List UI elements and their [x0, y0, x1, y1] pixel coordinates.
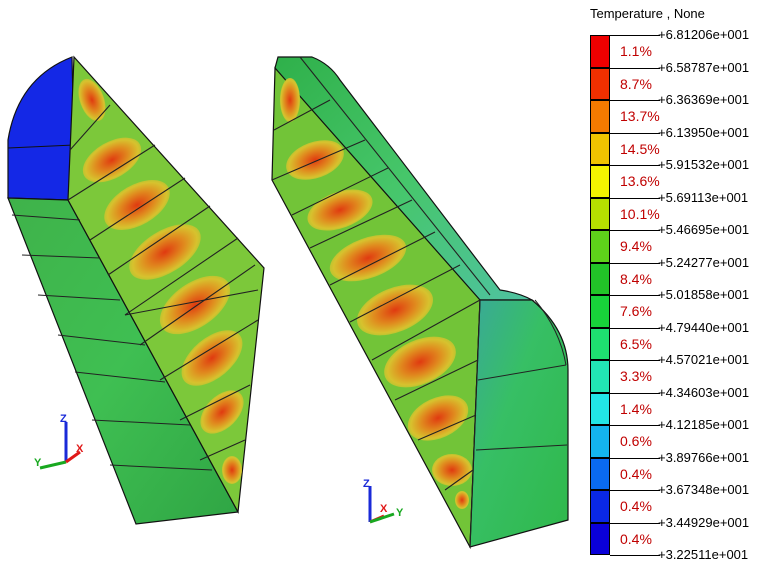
legend-title: Temperature , None: [590, 6, 705, 21]
legend-value: +6.58787e+001: [658, 59, 750, 75]
triad-left-up-label: Z: [60, 413, 67, 425]
legend-percent: 0.4%: [620, 530, 652, 547]
legend-color-swatch: [590, 490, 610, 523]
right-model-end-cap: [469, 299, 569, 548]
left-model-mesh-lines: [67, 104, 259, 461]
legend-tick-line: [610, 327, 660, 329]
legend-value: +5.01858e+001: [658, 287, 750, 302]
legend-percent: 10.1%: [620, 205, 660, 222]
right-model-mesh-lines: [271, 56, 491, 548]
legend-percent: 7.6%: [620, 303, 652, 319]
x-axis-arrow: [65, 450, 81, 464]
legend-tick-line: [610, 35, 660, 36]
legend-value: +4.12185e+001: [658, 417, 750, 432]
legend-color-swatch: [590, 392, 610, 425]
axis-triad-left: Z Y X: [34, 413, 84, 470]
legend-tick-line: [610, 165, 660, 166]
legend-color-swatch: [590, 197, 610, 230]
legend-color-swatch: [590, 360, 610, 393]
legend-value: +6.36369e+001: [658, 92, 750, 107]
legend-tick-line: [610, 425, 660, 426]
legend-tick-line: [610, 67, 660, 69]
right-model: [271, 56, 569, 550]
legend-value: +3.89766e+001: [658, 449, 750, 465]
legend-value: +6.81206e+001: [658, 27, 750, 42]
legend-value: +4.79440e+001: [658, 319, 750, 335]
legend-color-swatch: [590, 35, 610, 68]
legend-value: +3.67348e+001: [658, 482, 750, 497]
legend-tick-line: [610, 295, 660, 296]
legend-color-swatch: [590, 522, 610, 555]
legend-tick-line: [610, 490, 660, 491]
legend-value: +5.69113e+001: [658, 189, 749, 205]
legend-tick-line: [610, 132, 660, 134]
legend-tick-line: [610, 197, 660, 199]
legend-color-swatch: [590, 230, 610, 263]
temperature-contour-plot: Z Y X Z X Y: [7, 55, 569, 550]
legend-value: +3.22511e+001: [658, 547, 749, 562]
left-model-hot-cells: [78, 78, 244, 484]
legend-color-swatch: [590, 67, 610, 100]
legend-percent: 0.4%: [620, 465, 652, 482]
legend-color-swatch: [590, 262, 610, 295]
legend-tick-line: [610, 457, 660, 459]
legend-tick-line: [610, 230, 660, 231]
triad-left-right-label: X: [76, 443, 84, 455]
color-legend: Temperature , None +6.81206e+001 +6.58787…: [580, 0, 760, 570]
legend-color-swatch: [590, 425, 610, 458]
left-model: [7, 55, 265, 525]
legend-color-swatch: [590, 132, 610, 165]
legend-percent: 1.4%: [620, 400, 652, 417]
legend-tick-line: [610, 555, 660, 556]
legend-value: +5.91532e+001: [658, 157, 750, 172]
legend-color-swatch: [590, 100, 610, 133]
legend-tick-line: [610, 522, 660, 524]
legend-percent: 6.5%: [620, 335, 652, 352]
legend-color-swatch: [590, 457, 610, 490]
legend-color-swatch: [590, 295, 610, 328]
legend-value: +6.13950e+001: [658, 124, 750, 140]
triad-right-right-label: Y: [396, 507, 404, 519]
triad-right-up-label: Z: [363, 478, 370, 490]
legend-percent: 0.4%: [620, 498, 652, 514]
legend-value: +3.44929e+001: [658, 514, 750, 530]
axis-triad-right: Z X Y: [363, 478, 404, 524]
legend-percent: 14.5%: [620, 140, 660, 157]
legend-color-swatch: [590, 165, 610, 198]
legend-color-swatch: [590, 327, 610, 360]
left-model-end-cap: [7, 56, 75, 201]
legend-value: +5.46695e+001: [658, 222, 750, 237]
legend-percent: 13.7%: [620, 108, 660, 124]
legend-tick-line: [610, 100, 660, 101]
legend-tick-line: [610, 392, 660, 394]
legend-tick-line: [610, 262, 660, 264]
legend-percent: 8.4%: [620, 270, 652, 287]
y-axis-arrow: [39, 460, 67, 470]
legend-percent: 1.1%: [620, 43, 652, 59]
legend-value: +4.34603e+001: [658, 384, 750, 400]
triad-left-left-label: Y: [34, 457, 42, 469]
legend-value: +5.24277e+001: [658, 254, 750, 270]
legend-value: +4.57021e+001: [658, 352, 750, 367]
legend-percent: 0.6%: [620, 433, 652, 449]
legend-percent: 3.3%: [620, 368, 652, 384]
legend-tick-line: [610, 360, 660, 361]
legend-percent: 9.4%: [620, 238, 652, 254]
legend-percent: 8.7%: [620, 75, 652, 92]
triad-right-left-label: X: [380, 503, 388, 515]
legend-percent: 13.6%: [620, 173, 660, 189]
model-viewport[interactable]: Z Y X Z X Y: [0, 0, 580, 570]
